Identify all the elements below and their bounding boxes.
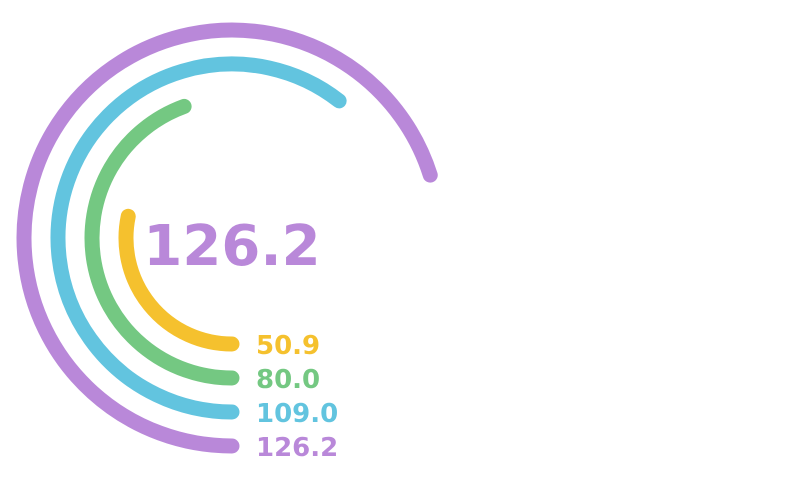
radial-bar-label-3: 109.0 [256, 399, 338, 429]
radial-bar-3 [50, 56, 347, 420]
radial-bar-label-1: 50.9 [256, 331, 320, 361]
radial-bar-2 [84, 98, 240, 386]
radial-bar-1 [118, 208, 240, 352]
radial-bar-label-2: 80.0 [256, 365, 320, 395]
center-value-label: 126.2 [143, 214, 320, 279]
radial-bar-4 [16, 22, 438, 454]
labels-layer: 50.9 80.0 109.0 126.2 [256, 331, 338, 463]
radial-bar-label-4: 126.2 [256, 433, 338, 463]
arcs-layer [16, 22, 438, 454]
